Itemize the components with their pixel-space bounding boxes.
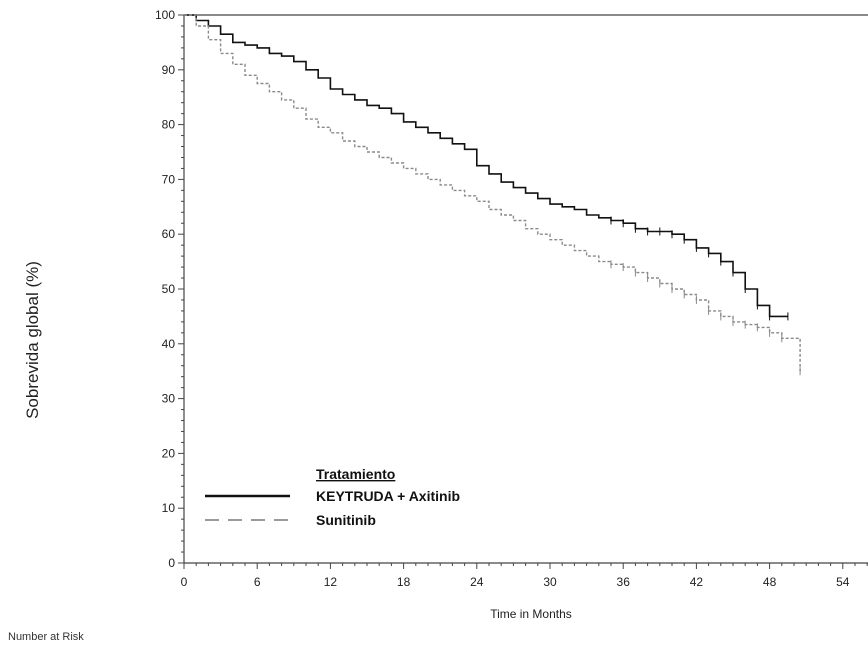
y-tick-label: 70 (162, 172, 176, 186)
series-layer (184, 14, 801, 376)
legend-entry-sunitinib: Sunitinib (316, 512, 376, 528)
x-tick-label: 12 (324, 575, 338, 589)
y-tick-label: 90 (162, 63, 176, 77)
x-tick-label: 18 (397, 575, 411, 589)
x-tick-label: 0 (181, 575, 188, 589)
x-tick-label: 42 (690, 575, 704, 589)
legend-entry-keytruda: KEYTRUDA + Axitinib (316, 488, 460, 504)
y-tick-label: 40 (162, 337, 176, 351)
y-tick-label: 100 (155, 8, 175, 22)
x-tick-label: 24 (470, 575, 484, 589)
x-tick-label: 36 (617, 575, 631, 589)
y-tick-label: 10 (162, 501, 176, 515)
number-at-risk-label: Number at Risk (8, 631, 84, 643)
x-tick-label: 6 (254, 575, 261, 589)
x-axis-title: Time in Months (490, 607, 572, 621)
x-tick-label: 48 (763, 575, 777, 589)
legend-title: Tratamiento (316, 466, 395, 482)
y-tick-label: 20 (162, 446, 176, 460)
axes-layer: 0 10 20 30 40 50 60 70 80 90 100 0 6 12 18 24 30 36 42 48 54 (155, 8, 868, 589)
x-tick-label: 54 (836, 575, 850, 589)
series-line-keytruda-axitinib (184, 14, 788, 318)
y-axis-title: Sobrevida global (%) (23, 261, 42, 419)
y-tick-label: 80 (162, 118, 176, 132)
x-tick-label: 30 (543, 575, 557, 589)
y-tick-label: 0 (168, 556, 175, 570)
y-tick-label: 50 (162, 282, 176, 296)
series-line-sunitinib (184, 14, 801, 372)
y-tick-label: 30 (162, 392, 176, 406)
legend: Tratamiento KEYTRUDA + Axitinib Sunitini… (205, 466, 460, 528)
y-tick-label: 60 (162, 227, 176, 241)
